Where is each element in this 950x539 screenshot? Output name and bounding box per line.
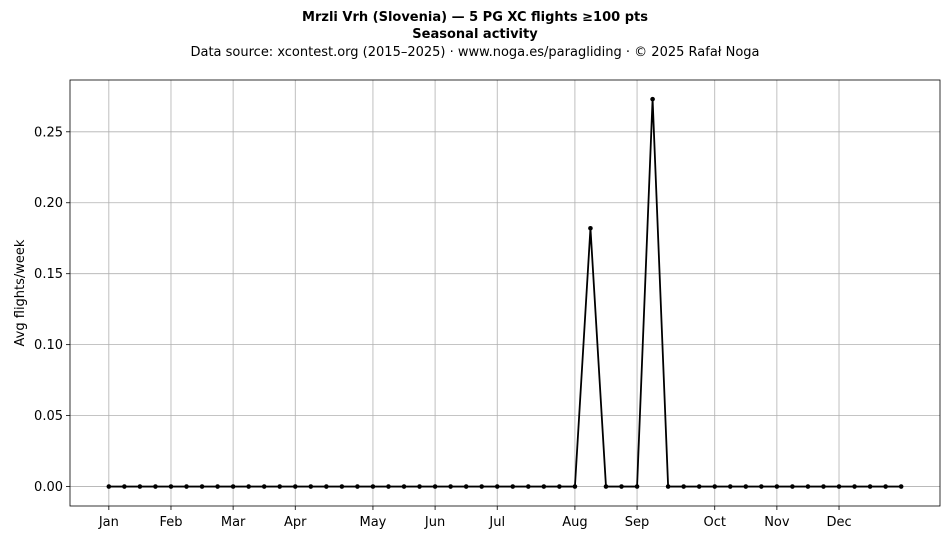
chart-title: Mrzli Vrh (Slovenia) — 5 PG XC flights ≥…: [302, 10, 648, 25]
x-tick-label: Feb: [159, 515, 182, 530]
data-point: [122, 484, 127, 489]
data-point: [463, 484, 469, 489]
y-tick-label: 0.20: [34, 196, 63, 211]
axis-ticks: 0.00 0.05 0.10 0.15 0.20 0.25 Jan Feb Mar Apr May J…: [34, 125, 852, 530]
y-axis-label: Avg flights/week: [13, 239, 28, 346]
data-point: [774, 484, 780, 489]
data-point: [619, 484, 624, 489]
data-point: [168, 484, 174, 489]
x-tick-label: Aug: [562, 515, 587, 530]
x-tick-label: Jun: [424, 515, 445, 530]
grid: [70, 80, 940, 506]
data-point: [852, 484, 857, 489]
data-point: [417, 484, 422, 489]
data-point: [650, 96, 655, 102]
data-point: [634, 484, 640, 489]
data-point: [137, 484, 143, 489]
data-point: [603, 484, 609, 489]
data-point: [199, 484, 205, 489]
x-tick-label: Sep: [625, 515, 650, 530]
data-point: [448, 484, 453, 489]
data-point: [821, 484, 826, 489]
data-point: [681, 484, 686, 489]
data-point: [805, 484, 811, 489]
x-tick-label: Jul: [488, 515, 505, 530]
series-line: [108, 98, 902, 488]
data-point: [230, 484, 236, 489]
data-point: [743, 484, 749, 489]
data-point: [665, 484, 671, 489]
data-point: [790, 484, 795, 489]
data-point: [557, 484, 562, 489]
data-point: [308, 484, 314, 489]
data-point: [479, 484, 484, 489]
data-point: [759, 484, 764, 489]
data-point: [246, 484, 251, 489]
data-point: [727, 484, 733, 489]
data-point: [277, 484, 283, 489]
data-point: [526, 484, 531, 489]
data-point: [883, 484, 888, 489]
data-point: [572, 484, 578, 489]
y-tick-label: 0.05: [34, 409, 63, 424]
x-tick-label: Nov: [764, 515, 790, 530]
series: [106, 96, 904, 489]
chart-title-line2: Seasonal activity: [412, 27, 538, 42]
y-tick-label: 0.10: [34, 338, 63, 353]
data-point: [510, 484, 516, 489]
data-point: [339, 484, 345, 489]
x-tick-label: Mar: [221, 515, 246, 530]
x-tick-label: Oct: [703, 515, 725, 530]
data-point: [541, 484, 547, 489]
chart-subtitle: Data source: xcontest.org (2015–2025) · …: [190, 45, 759, 60]
x-tick-label: Dec: [826, 515, 851, 530]
data-point: [324, 484, 329, 489]
data-point: [215, 484, 220, 489]
data-point: [370, 484, 376, 489]
data-point: [184, 484, 189, 489]
data-point: [696, 484, 702, 489]
x-tick-label: Apr: [284, 515, 307, 530]
data-point: [588, 225, 593, 231]
data-point: [355, 484, 360, 489]
data-point: [898, 484, 904, 489]
data-point: [153, 484, 158, 489]
x-tick-label: May: [360, 515, 387, 530]
y-tick-label: 0.25: [34, 125, 63, 140]
data-point: [106, 484, 112, 489]
x-tick-label: Jan: [98, 515, 119, 530]
y-tick-label: 0.15: [34, 267, 63, 282]
data-point: [292, 484, 298, 489]
plot-frame: [69, 79, 941, 507]
data-point: [867, 484, 873, 489]
data-point: [712, 484, 718, 489]
y-tick-label: 0.00: [34, 480, 63, 495]
data-point: [401, 484, 407, 489]
data-point: [261, 484, 267, 489]
data-point: [386, 484, 391, 489]
data-point: [432, 484, 438, 489]
data-point: [494, 484, 500, 489]
data-point: [836, 484, 842, 489]
